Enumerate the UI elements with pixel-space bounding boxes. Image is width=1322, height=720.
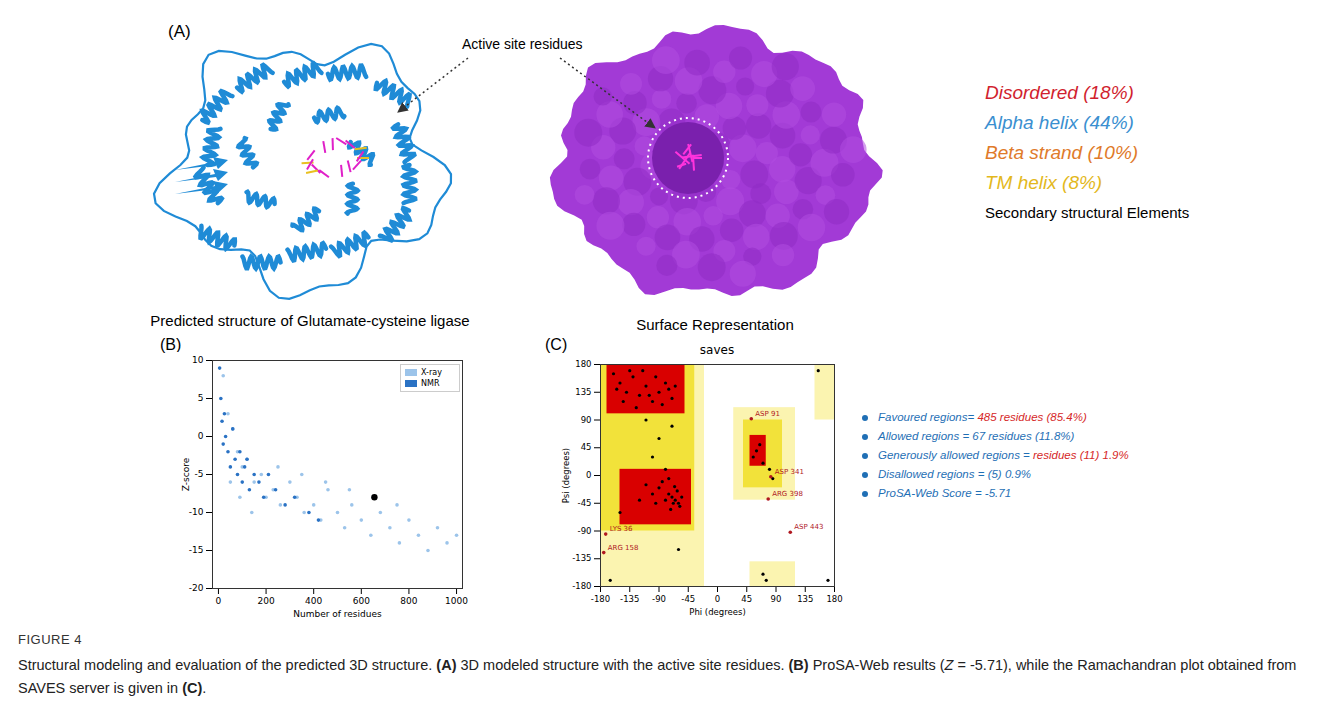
svg-text:-90: -90 [652,594,666,604]
svg-text:-5: -5 [195,469,204,479]
html-text:Structural modeling and evalua: Structural modeling and evaluation of th… [18,657,1297,696]
svg-text:ARG 158: ARG 158 [608,544,639,552]
html-text:Secondary structural Elements: Secondary structural Elements [985,204,1190,221]
svg-text:0: 0 [198,431,204,441]
svg-text:-20: -20 [189,583,204,593]
html-text:TM helix (8%): TM helix (8%) [985,172,1103,193]
svg-text:0: 0 [715,594,720,604]
svg-text:ASP 443: ASP 443 [794,523,823,531]
svg-text:135: 135 [575,387,591,397]
svg-text:-135: -135 [572,553,591,563]
svg-text:-45: -45 [681,594,695,604]
svg-text:ASP 91: ASP 91 [755,410,780,418]
svg-text:180: 180 [826,594,842,604]
svg-text:5: 5 [198,393,204,403]
svg-text:45: 45 [581,442,592,452]
html-text:X-ray: X-ray [421,368,442,377]
html-text:Generously allowed regions = r: Generously allowed regions = residues (1… [878,449,1129,461]
svg-text:45: 45 [741,594,752,604]
svg-text:1000: 1000 [445,596,468,606]
svg-text:180: 180 [575,360,591,369]
svg-text:0: 0 [216,596,222,606]
svg-text:LYS 36: LYS 36 [610,525,633,533]
html-text:Predicted structure of Glutama: Predicted structure of Glutamate-cystein… [150,312,470,329]
html-text:Favoured regions= 485 residues: Favoured regions= 485 residues (85.4%) [878,411,1087,423]
svg-text:ASP 341: ASP 341 [775,468,804,476]
svg-text:0: 0 [586,470,591,480]
html-text:Alpha helix (44%): Alpha helix (44%) [985,112,1134,133]
html-text:Active site residues: Active site residues [462,36,583,52]
svg-text:90: 90 [771,594,782,604]
svg-text:200: 200 [257,596,274,606]
svg-text:Number of residues: Number of residues [293,609,382,619]
svg-text:-180: -180 [591,594,610,604]
svg-text:400: 400 [305,596,322,606]
svg-text:-135: -135 [620,594,639,604]
svg-text:-15: -15 [189,545,204,555]
svg-text:ARG 398: ARG 398 [772,490,803,498]
svg-text:800: 800 [400,596,417,606]
html-text:Surface Representation: Surface Representation [636,316,794,333]
svg-text:-45: -45 [578,498,592,508]
svg-text:90: 90 [581,415,592,425]
svg-text:-10: -10 [189,507,204,517]
html-text:NMR: NMR [421,379,440,388]
svg-text:Z-score: Z-score [181,457,191,491]
svg-text:135: 135 [797,594,813,604]
html-text:Disordered (18%): Disordered (18%) [985,82,1134,103]
html-text:Allowed regions = 67 residues: Allowed regions = 67 residues (11.8%) [878,430,1075,442]
html-text:(A): (A) [168,22,191,41]
svg-text:Psi (degrees): Psi (degrees) [561,448,571,503]
html-text:FIGURE 4: FIGURE 4 [18,632,82,647]
html-text:Beta strand (10%): Beta strand (10%) [985,142,1139,163]
html-text:Disallowed regions = (5) 0.9%: Disallowed regions = (5) 0.9% [878,468,1032,480]
html-text:saves: saves [699,343,735,357]
svg-text:10: 10 [192,355,204,365]
html-text:(C): (C) [545,336,568,353]
html-text:(B): (B) [160,336,182,353]
svg-text:-90: -90 [578,526,592,536]
svg-text:-180: -180 [572,581,591,591]
svg-text:Phi (degrees): Phi (degrees) [689,607,745,617]
svg-text:600: 600 [353,596,370,606]
html-text:ProSA-Web Score = -5.71: ProSA-Web Score = -5.71 [878,487,1012,499]
